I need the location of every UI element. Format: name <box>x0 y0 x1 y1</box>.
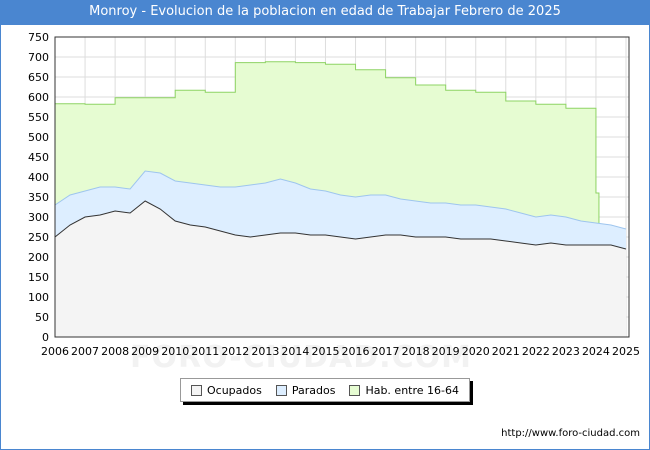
legend-swatch-parados <box>275 384 287 396</box>
x-tick-label: 2008 <box>101 345 129 358</box>
x-tick-label: 2017 <box>372 345 400 358</box>
legend-label-ocupados: Ocupados <box>206 383 262 397</box>
x-tick-label: 2023 <box>552 345 580 358</box>
legend-swatch-ocupados <box>190 384 202 396</box>
x-tick-label: 2019 <box>432 345 460 358</box>
legend-swatch-hab <box>349 384 361 396</box>
x-tick-label: 2025 <box>612 345 640 358</box>
chart-title: Monroy - Evolucion de la poblacion en ed… <box>0 0 650 24</box>
legend-label-hab: Hab. entre 16-64 <box>365 383 459 397</box>
x-tick-label: 2021 <box>492 345 520 358</box>
x-tick-label: 2010 <box>161 345 189 358</box>
x-tick-label: 2020 <box>462 345 490 358</box>
y-tick-label: 100 <box>28 291 49 304</box>
x-tick-label: 2011 <box>191 345 219 358</box>
x-tick-label: 2024 <box>582 345 610 358</box>
legend-item-hab: Hab. entre 16-64 <box>349 384 459 397</box>
x-tick-label: 2007 <box>71 345 99 358</box>
y-tick-label: 0 <box>42 331 49 344</box>
plot-border <box>54 36 630 338</box>
x-tick-label: 2009 <box>131 345 159 358</box>
y-tick-label: 150 <box>28 271 49 284</box>
legend: Ocupados Parados Hab. entre 16-64 <box>180 378 470 402</box>
x-tick-label: 2006 <box>41 345 69 358</box>
y-tick-label: 450 <box>28 151 49 164</box>
y-tick-label: 300 <box>28 211 49 224</box>
y-tick-label: 250 <box>28 231 49 244</box>
x-tick-label: 2014 <box>281 345 309 358</box>
axes: 0 50 100 150 200 250 300 350 400 450 500 550 600 650 7… <box>28 31 640 358</box>
watermark: FORO-CIUDAD.COM <box>130 340 472 375</box>
series-parados-line <box>54 170 627 230</box>
series-ocupados-area <box>55 201 626 337</box>
y-tick-label: 400 <box>28 171 49 184</box>
legend-label-parados: Parados <box>291 383 336 397</box>
y-tick-label: 500 <box>28 131 49 144</box>
y-tick-label: 600 <box>28 91 49 104</box>
x-tick-label: 2022 <box>522 345 550 358</box>
y-tick-label: 50 <box>35 311 49 324</box>
y-tick-label: 200 <box>28 251 49 264</box>
x-tick-label: 2018 <box>402 345 430 358</box>
legend-item-parados: Parados <box>275 383 336 397</box>
y-tick-label: 750 <box>28 31 49 44</box>
x-tick-label: 2012 <box>221 345 249 358</box>
x-tick-label: 2015 <box>311 345 339 358</box>
series-ocupados-line <box>54 200 627 250</box>
y-tick-label: 550 <box>28 111 49 124</box>
footer-url[interactable]: http://www.foro-ciudad.com <box>501 428 640 439</box>
x-tick-label: 2013 <box>251 345 279 358</box>
y-tick-label: 350 <box>28 191 49 204</box>
x-tick-label: 2016 <box>342 345 370 358</box>
legend-item-ocupados: Ocupados <box>190 383 262 397</box>
areas <box>54 61 627 338</box>
y-tick-label: 650 <box>28 71 49 84</box>
y-tick-label: 700 <box>28 51 49 64</box>
